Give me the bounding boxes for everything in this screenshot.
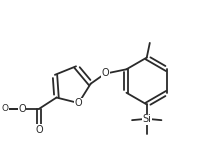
Text: Si: Si — [142, 114, 151, 124]
Text: O: O — [18, 104, 26, 114]
Text: O: O — [2, 104, 9, 113]
Text: O: O — [35, 124, 43, 135]
Text: O: O — [75, 98, 82, 108]
Text: O: O — [101, 68, 109, 78]
